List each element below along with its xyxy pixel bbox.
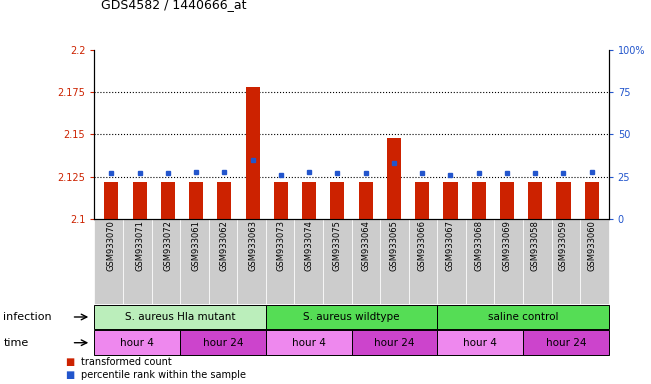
Bar (133, 182, 146, 219)
Bar (528, 182, 542, 219)
Text: S. aureus Hla mutant: S. aureus Hla mutant (125, 312, 236, 322)
Bar (557, 182, 570, 219)
Text: hour 24: hour 24 (546, 338, 586, 348)
Bar (500, 182, 514, 219)
Bar (161, 182, 175, 219)
Text: ■: ■ (65, 370, 74, 380)
Bar (217, 182, 232, 219)
Bar (359, 182, 373, 219)
Bar (415, 182, 429, 219)
Bar (443, 182, 458, 219)
Text: hour 4: hour 4 (292, 338, 326, 348)
Text: hour 24: hour 24 (202, 338, 243, 348)
Text: transformed count: transformed count (81, 357, 172, 367)
Bar (585, 182, 599, 219)
Bar (104, 182, 118, 219)
Text: infection: infection (3, 312, 52, 322)
Text: ■: ■ (65, 357, 74, 367)
Bar (274, 182, 288, 219)
Bar (330, 182, 344, 219)
Text: percentile rank within the sample: percentile rank within the sample (81, 370, 246, 380)
Bar (245, 87, 260, 219)
Bar (471, 182, 486, 219)
Text: GDS4582 / 1440666_at: GDS4582 / 1440666_at (101, 0, 247, 12)
Bar (189, 182, 203, 219)
Text: hour 24: hour 24 (374, 338, 415, 348)
Text: saline control: saline control (488, 312, 558, 322)
Bar (302, 182, 316, 219)
Text: hour 4: hour 4 (120, 338, 154, 348)
Text: time: time (3, 338, 29, 348)
Bar (387, 138, 401, 219)
Text: S. aureus wildtype: S. aureus wildtype (303, 312, 400, 322)
Text: hour 4: hour 4 (463, 338, 497, 348)
